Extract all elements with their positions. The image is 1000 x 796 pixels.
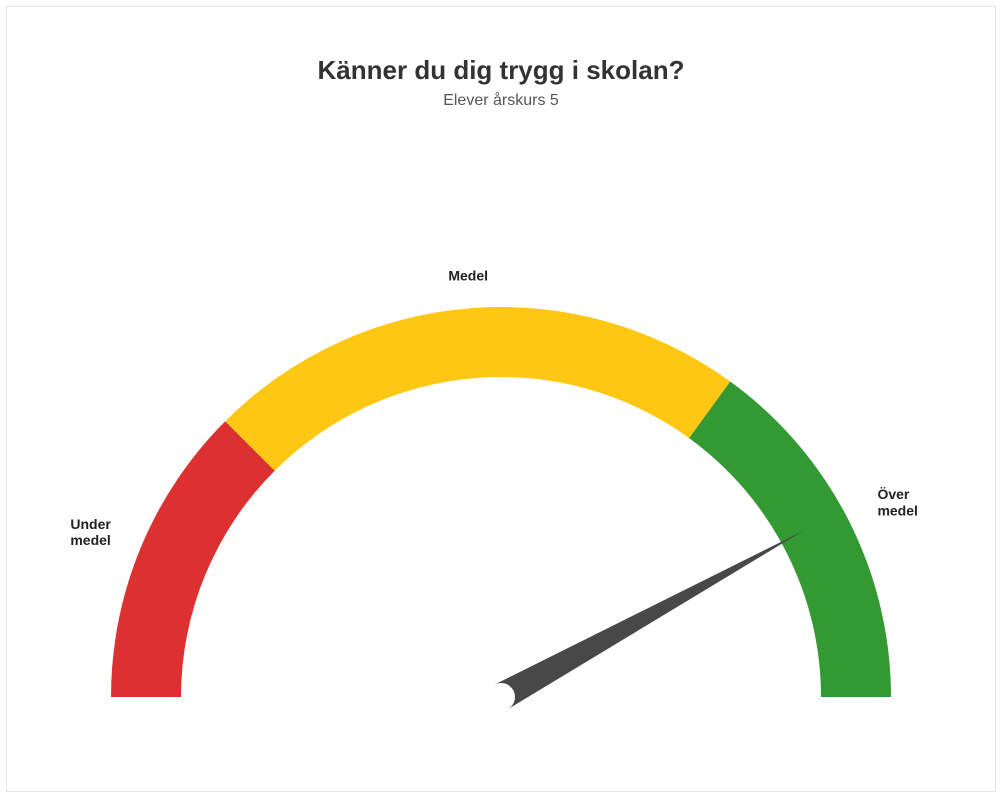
gauge-segment-1 xyxy=(225,307,730,471)
gauge-segment-label-2: Övermedel xyxy=(877,486,917,518)
chart-title: Känner du dig trygg i skolan? xyxy=(7,55,995,86)
gauge-chart: Undermedel Medel Övermedel xyxy=(11,137,991,777)
gauge-segment-2 xyxy=(689,381,891,697)
gauge-needle xyxy=(494,531,803,709)
gauge-segment-label-1: Medel xyxy=(448,267,488,283)
chart-titles: Känner du dig trygg i skolan? Elever års… xyxy=(7,7,995,110)
gauge-container: Undermedel Medel Övermedel xyxy=(7,137,995,791)
chart-inner: Känner du dig trygg i skolan? Elever års… xyxy=(6,6,996,792)
chart-subtitle: Elever årskurs 5 xyxy=(7,92,995,110)
chart-card: Känner du dig trygg i skolan? Elever års… xyxy=(0,0,1000,796)
gauge-segment-0 xyxy=(111,421,275,697)
gauge-segment-label-0: Undermedel xyxy=(70,516,111,548)
